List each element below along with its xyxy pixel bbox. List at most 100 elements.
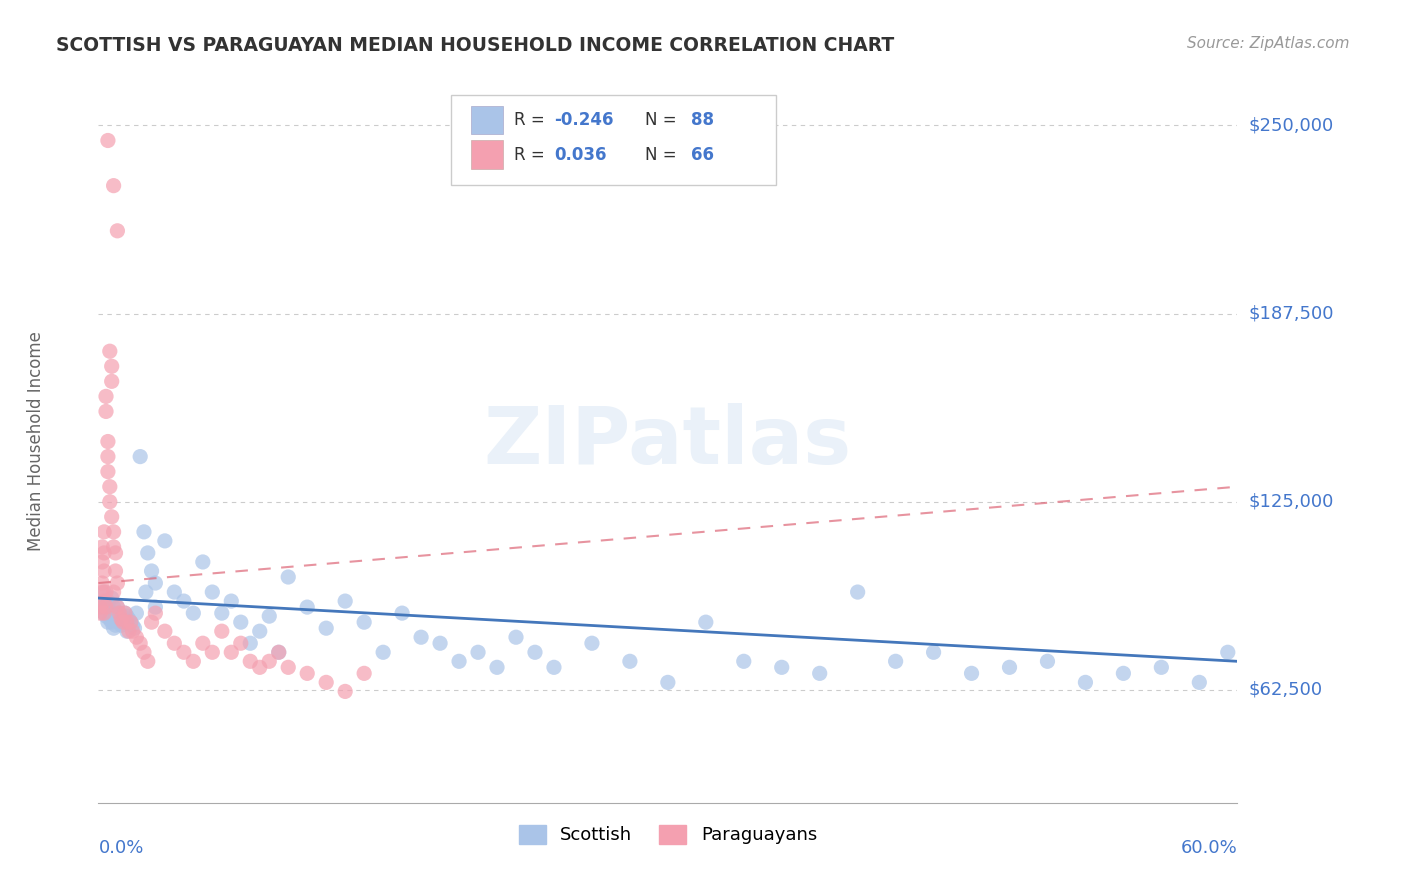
Text: R =: R = xyxy=(515,111,550,129)
Point xyxy=(100,591,122,606)
Point xyxy=(163,585,186,599)
Point xyxy=(110,612,132,626)
Point xyxy=(486,660,509,674)
Point xyxy=(100,375,122,389)
Point xyxy=(107,600,129,615)
Point xyxy=(104,564,127,578)
Point xyxy=(1188,675,1211,690)
Point xyxy=(125,630,148,644)
Point xyxy=(103,600,125,615)
Point xyxy=(103,585,125,599)
Point xyxy=(100,509,122,524)
Point xyxy=(249,624,271,639)
Point xyxy=(94,594,117,608)
Point xyxy=(695,615,717,630)
Point xyxy=(93,585,115,599)
Point xyxy=(619,654,641,668)
Point xyxy=(107,600,129,615)
Point xyxy=(191,636,214,650)
Point xyxy=(97,615,120,630)
Point xyxy=(136,546,159,560)
Point xyxy=(93,564,115,578)
Point xyxy=(121,624,143,639)
Point xyxy=(733,654,755,668)
Point xyxy=(91,576,114,591)
Point xyxy=(657,675,679,690)
Point xyxy=(259,609,281,624)
Point xyxy=(110,618,132,632)
Point xyxy=(97,434,120,449)
Point xyxy=(89,600,111,615)
Point xyxy=(239,636,262,650)
Point xyxy=(103,612,125,626)
Point xyxy=(118,612,141,626)
Point xyxy=(239,654,262,668)
Point xyxy=(153,533,176,548)
Point xyxy=(581,636,603,650)
Point xyxy=(115,624,138,639)
Text: 0.0%: 0.0% xyxy=(98,838,143,857)
Point xyxy=(129,636,152,650)
Point xyxy=(277,570,299,584)
FancyBboxPatch shape xyxy=(451,95,776,185)
Point xyxy=(107,224,129,238)
Point xyxy=(267,645,290,659)
Point xyxy=(114,606,136,620)
Point xyxy=(297,666,319,681)
Point xyxy=(201,645,224,659)
Point xyxy=(467,645,489,659)
Point xyxy=(884,654,907,668)
Point xyxy=(115,609,138,624)
Point xyxy=(118,624,141,639)
Text: 66: 66 xyxy=(690,145,714,164)
Point xyxy=(145,600,167,615)
Point xyxy=(125,606,148,620)
Text: 0.036: 0.036 xyxy=(554,145,606,164)
Point xyxy=(543,660,565,674)
Point xyxy=(429,636,451,650)
Point xyxy=(163,636,186,650)
Point xyxy=(277,660,299,674)
Point xyxy=(353,615,375,630)
Point xyxy=(97,603,120,617)
Text: Source: ZipAtlas.com: Source: ZipAtlas.com xyxy=(1187,36,1350,51)
Point xyxy=(335,594,357,608)
Point xyxy=(93,546,115,560)
Point xyxy=(221,594,243,608)
Point xyxy=(108,615,131,630)
Point xyxy=(103,524,125,539)
Point xyxy=(97,594,120,608)
Point xyxy=(173,645,195,659)
Text: Median Household Income: Median Household Income xyxy=(27,332,45,551)
Point xyxy=(103,609,125,624)
Point xyxy=(145,606,167,620)
Point xyxy=(115,615,138,630)
Point xyxy=(211,606,233,620)
Point xyxy=(121,618,143,632)
Point xyxy=(103,621,125,635)
Text: $62,500: $62,500 xyxy=(1249,681,1323,699)
Text: 88: 88 xyxy=(690,111,714,129)
Text: -0.246: -0.246 xyxy=(554,111,613,129)
Point xyxy=(221,645,243,659)
Point xyxy=(1112,666,1135,681)
Point xyxy=(104,546,127,560)
Point xyxy=(353,666,375,681)
Point xyxy=(94,389,117,403)
Point xyxy=(183,654,205,668)
Point xyxy=(97,133,120,147)
Point xyxy=(104,606,127,620)
Point xyxy=(259,654,281,668)
Point xyxy=(1036,654,1059,668)
Point xyxy=(297,600,319,615)
Point xyxy=(112,615,135,630)
Point xyxy=(922,645,945,659)
Point xyxy=(132,524,155,539)
Point xyxy=(135,585,157,599)
Point xyxy=(110,609,132,624)
Point xyxy=(107,576,129,591)
Point xyxy=(141,564,163,578)
Text: R =: R = xyxy=(515,145,550,164)
Point xyxy=(249,660,271,674)
Point xyxy=(371,645,394,659)
